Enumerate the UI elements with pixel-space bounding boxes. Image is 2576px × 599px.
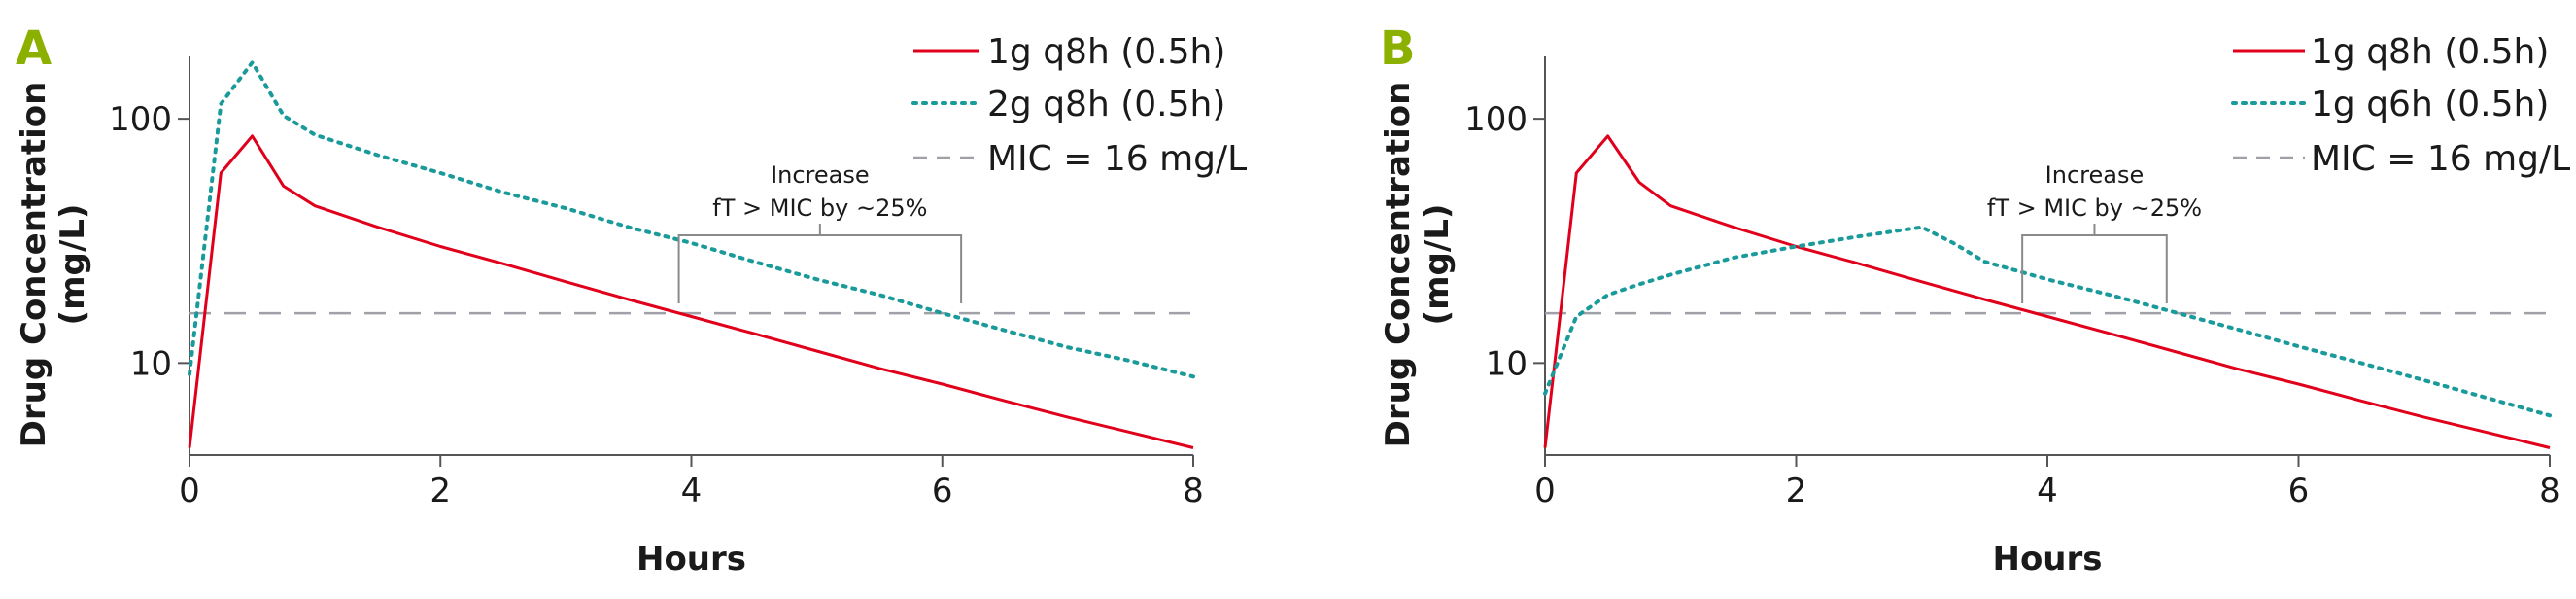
- y-tick-label: 10: [130, 344, 172, 383]
- legend-label: MIC = 16 mg/L: [2311, 139, 2570, 179]
- series-line-2: [188, 60, 1195, 379]
- y-axis-title-units: (mg/L): [1418, 204, 1457, 326]
- y-axis-title-units: (mg/L): [53, 204, 92, 326]
- x-axis-title: Hours: [636, 540, 746, 579]
- panel-letter: A: [16, 21, 52, 76]
- x-tick-label: 4: [681, 472, 703, 511]
- chart-panel-a: A 0 2 4 6 8 10 100 Hours Drug Concentration (mg/L)…: [15, 21, 1247, 579]
- legend-label: 2g q8h (0.5h): [987, 85, 1225, 124]
- x-tick-label: 2: [1786, 472, 1807, 511]
- series-line-2: [1543, 225, 2552, 418]
- annotation-line-2: fT > MIC by ~25%: [1987, 194, 2202, 222]
- annotation-line-1: Increase: [2045, 161, 2145, 189]
- x-axis-title: Hours: [1992, 540, 2102, 579]
- x-tick-label: 8: [1183, 472, 1204, 511]
- annotation-line-2: fT > MIC by ~25%: [712, 194, 927, 222]
- legend-label: 1g q6h (0.5h): [2311, 85, 2549, 124]
- x-tick-label: 6: [932, 472, 953, 511]
- y-axis-title: Drug Concentration: [15, 82, 53, 448]
- y-tick-label: 100: [109, 100, 172, 139]
- annotation-bracket: [2021, 234, 2168, 303]
- annotation-line-1: Increase: [771, 161, 870, 189]
- x-tick-label: 6: [2288, 472, 2310, 511]
- legend-label: MIC = 16 mg/L: [987, 139, 1247, 179]
- chart-panel-b: B 0 2 4 6 8 10 100 Hours Drug Concentration (mg/L)…: [1379, 21, 2570, 579]
- x-tick-label: 8: [2539, 472, 2560, 511]
- x-tick-label: 2: [429, 472, 451, 511]
- x-tick-label: 0: [179, 472, 200, 511]
- y-tick-label: 100: [1464, 100, 1528, 139]
- legend-label: 1g q8h (0.5h): [2311, 32, 2549, 72]
- series-line-1: [188, 134, 1194, 449]
- x-tick-label: 0: [1534, 472, 1556, 511]
- legend-label: 1g q8h (0.5h): [987, 32, 1225, 72]
- annotation-bracket: [677, 234, 963, 303]
- panel-letter: B: [1380, 21, 1416, 76]
- series-line-1: [1543, 134, 2551, 449]
- y-axis-title: Drug Concentration: [1379, 82, 1418, 448]
- x-tick-label: 4: [2037, 472, 2058, 511]
- y-tick-label: 10: [1486, 344, 1528, 383]
